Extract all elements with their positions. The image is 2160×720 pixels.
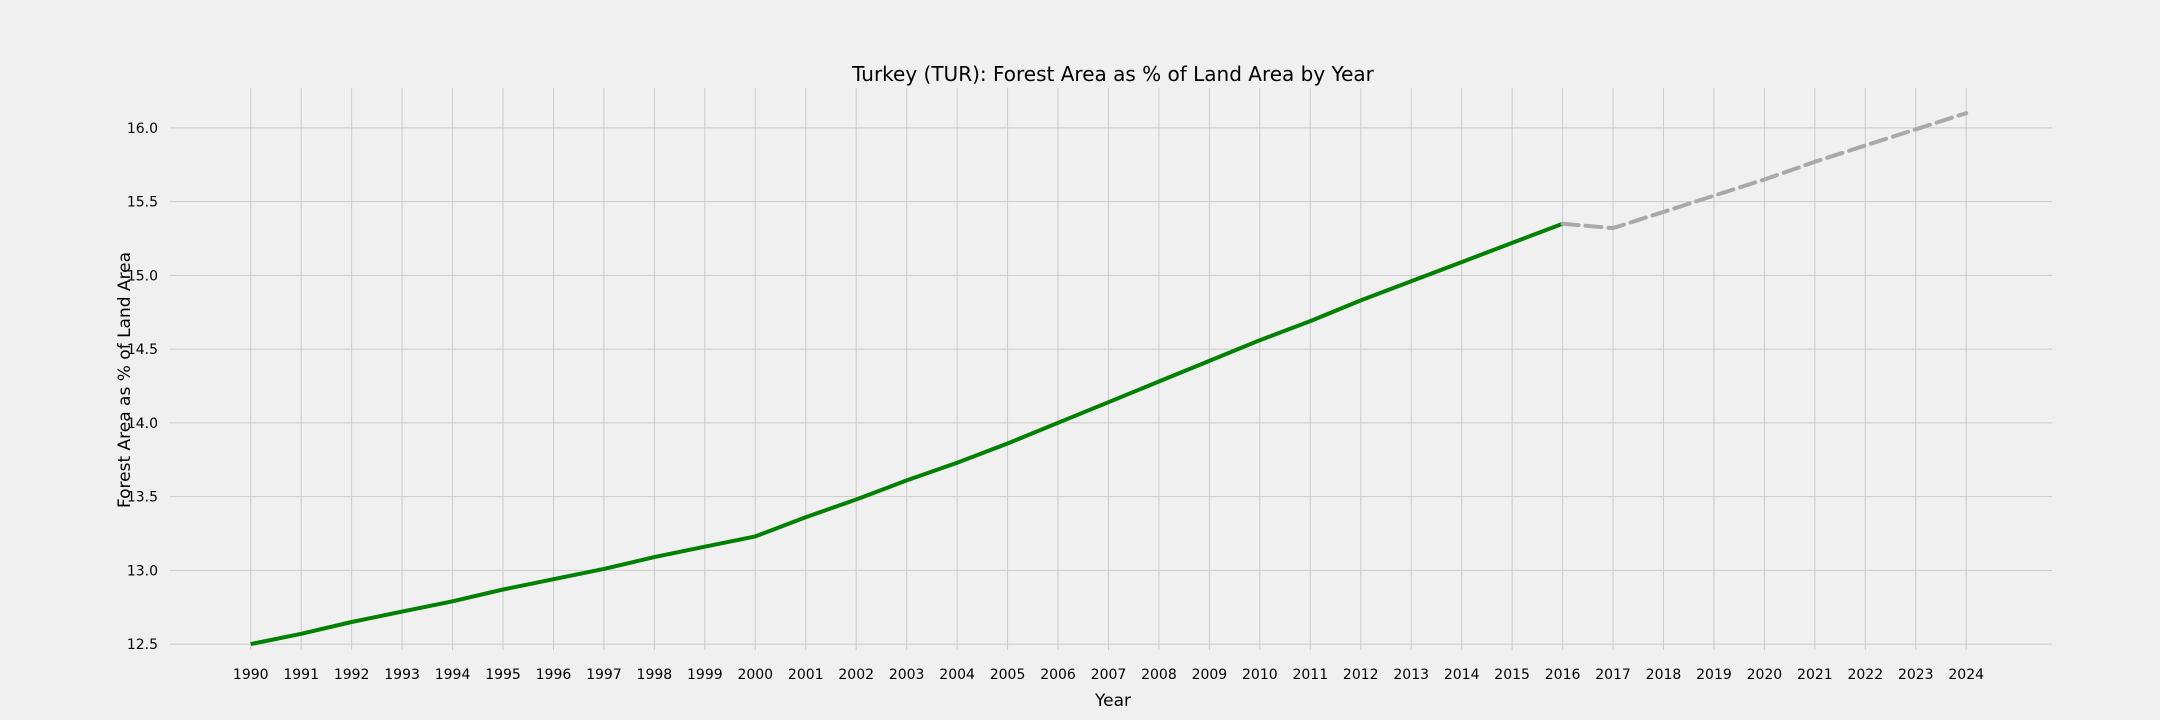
x-tick-label: 2007	[1091, 667, 1127, 683]
x-tick-label: 2022	[1847, 667, 1883, 683]
y-tick-label: 14.5	[127, 342, 158, 358]
x-tick-label: 2013	[1393, 667, 1429, 683]
x-tick-label: 2014	[1444, 667, 1480, 683]
grid	[170, 88, 2052, 650]
x-tick-label: 2002	[838, 667, 874, 683]
x-tick-label: 2010	[1242, 667, 1278, 683]
x-tick-label: 2018	[1646, 667, 1682, 683]
x-tick-label: 2000	[737, 667, 773, 683]
x-tick-label: 2015	[1494, 667, 1530, 683]
x-tick-label: 2020	[1747, 667, 1783, 683]
x-tick-label: 1992	[334, 667, 370, 683]
x-tick-label: 1996	[536, 667, 572, 683]
y-tick-label: 16.0	[127, 121, 158, 137]
y-tick-label: 13.0	[127, 563, 158, 579]
actual-series-line	[250, 221, 1564, 647]
x-tick-label: 2024	[1948, 667, 1984, 683]
series-lines	[250, 111, 1969, 647]
x-tick-label: 2009	[1192, 667, 1228, 683]
x-tick-label: 1991	[283, 667, 319, 683]
y-tick-label: 15.0	[127, 268, 158, 284]
y-tick-label: 15.5	[127, 195, 158, 211]
y-axis-title: Forest Area as % of Land Area	[115, 252, 135, 508]
x-tick-label: 1993	[384, 667, 420, 683]
y-tick-labels: 12.5 13.0 13.5 14.0 14.5 15.0 15.5 16.0	[127, 121, 158, 653]
x-tick-labels: 1990 1991 1992 1993 1994 1995 1996 1997 1998 1999…	[233, 667, 1984, 683]
x-tick-label: 1997	[586, 667, 622, 683]
x-tick-label: 2006	[1040, 667, 1076, 683]
x-axis-title: Year	[1094, 691, 1131, 711]
x-tick-label: 2021	[1797, 667, 1833, 683]
x-tick-label: 1995	[485, 667, 521, 683]
x-tick-label: 2016	[1545, 667, 1581, 683]
x-tick-label: 1990	[233, 667, 269, 683]
x-tick-label: 2017	[1595, 667, 1631, 683]
x-tick-label: 2001	[788, 667, 824, 683]
x-tick-label: 2004	[939, 667, 975, 683]
x-tick-label: 1999	[687, 667, 723, 683]
chart-title: Turkey (TUR): Forest Area as % of Land A…	[851, 62, 1375, 86]
x-tick-label: 1998	[637, 667, 673, 683]
x-tick-label: 2008	[1141, 667, 1177, 683]
x-tick-label: 2011	[1292, 667, 1328, 683]
y-tick-label: 13.5	[127, 490, 158, 506]
x-tick-label: 2005	[990, 667, 1026, 683]
y-tick-label: 14.0	[127, 416, 158, 432]
y-tick-label: 12.5	[127, 637, 158, 653]
x-tick-label: 1994	[435, 667, 471, 683]
x-tick-label: 2023	[1898, 667, 1934, 683]
projected-series-line	[1560, 111, 1969, 231]
x-tick-label: 2019	[1696, 667, 1732, 683]
x-tick-label: 2003	[889, 667, 925, 683]
x-tick-label: 2012	[1343, 667, 1379, 683]
